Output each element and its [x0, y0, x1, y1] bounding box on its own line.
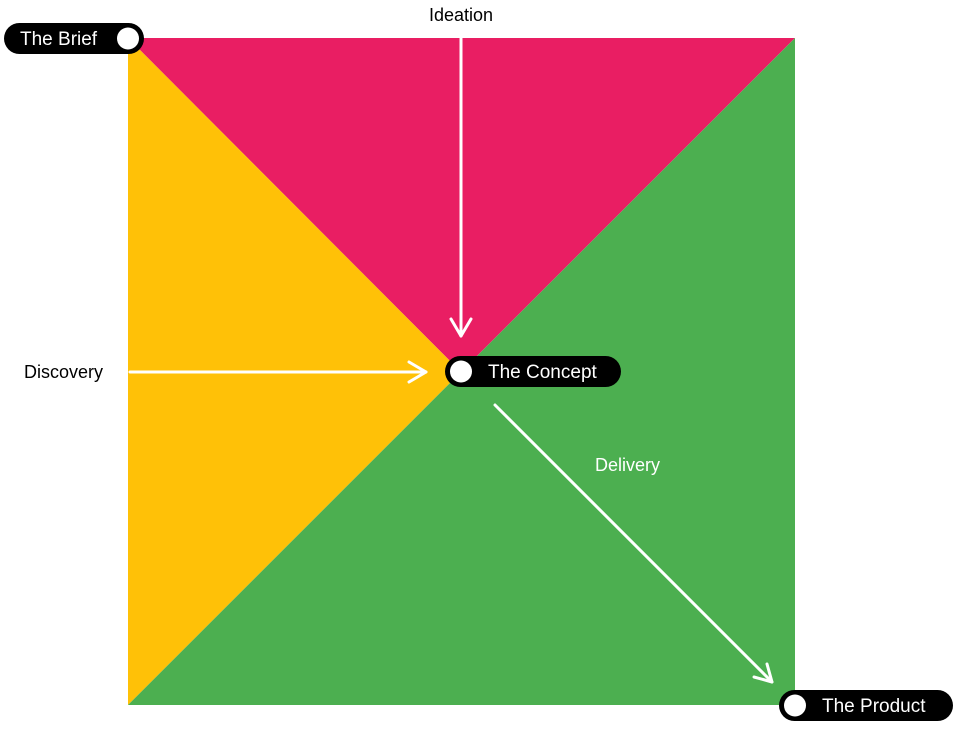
node-concept: The Concept	[445, 356, 621, 387]
product-circle-icon	[784, 694, 806, 717]
phase-arrows	[128, 36, 774, 684]
node-brief: The Brief	[4, 23, 144, 54]
product-pill	[779, 690, 953, 721]
delivery-label: Delivery	[595, 455, 660, 475]
discovery-label: Discovery	[24, 362, 103, 382]
concept-pill	[445, 356, 621, 387]
brief-pill	[4, 23, 144, 54]
node-product: The Product	[779, 690, 953, 721]
concept-circle-icon	[450, 360, 472, 383]
delivery-arrow-icon	[493, 403, 774, 684]
brief-circle-icon	[117, 27, 139, 50]
discovery-arrow-icon	[128, 360, 428, 384]
ideation-label: Ideation	[429, 5, 493, 25]
product-label: The Product	[822, 696, 926, 717]
ideation-arrow-icon	[449, 36, 473, 338]
concept-label: The Concept	[488, 362, 598, 383]
brief-label: The Brief	[20, 29, 98, 50]
